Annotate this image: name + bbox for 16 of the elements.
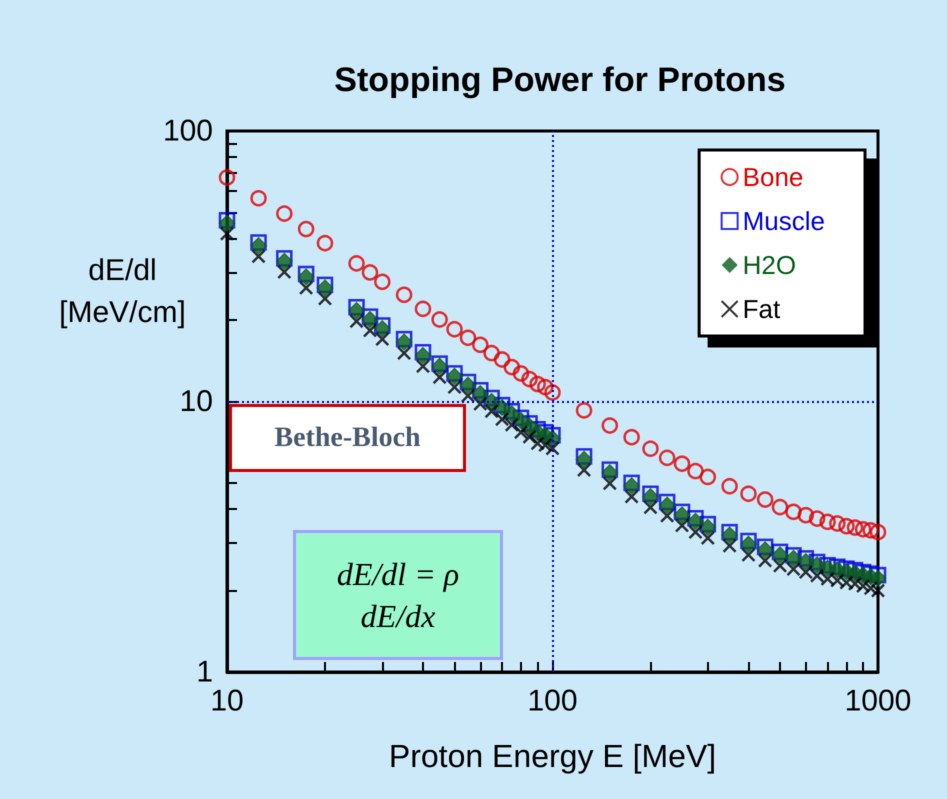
x-tick-label: 100 [527, 684, 578, 718]
legend-label: H2O [742, 250, 796, 280]
legend-label: Bone [742, 162, 804, 192]
y-axis-title: dE/dl [MeV/cm] [58, 253, 187, 331]
x-tick-label: 10 [210, 684, 244, 718]
x-axis-title: Proton Energy E [MeV] [388, 738, 716, 774]
note-box: dE/dl = ρ dE/dx [293, 530, 503, 660]
note-box: Bethe-Bloch [229, 404, 466, 472]
y-tick-label: 1 [196, 656, 213, 688]
y-tick-label: 10 [180, 385, 213, 418]
annotation: dE/dl = ρ dE/dx [336, 555, 460, 636]
x-tick-label: 1000 [844, 684, 912, 718]
legend-label: Muscle [742, 206, 826, 236]
legend-label: Fat [742, 294, 781, 324]
y-tick-label: 100 [162, 114, 213, 148]
chart-title: Stopping Power for Protons [334, 61, 786, 99]
